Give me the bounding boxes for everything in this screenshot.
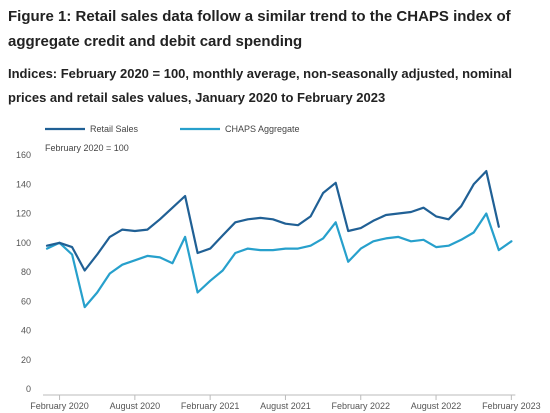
- y-tick-label: 140: [16, 179, 31, 189]
- legend-label-1: CHAPS Aggregate: [225, 124, 300, 134]
- baseline-note: February 2020 = 100: [45, 143, 129, 153]
- y-tick-label: 0: [26, 384, 31, 394]
- x-tick-label: February 2023: [482, 401, 541, 411]
- y-tick-label: 60: [21, 296, 31, 306]
- chart-legend: Retail Sales CHAPS Aggregate: [45, 124, 300, 134]
- y-tick-label: 40: [21, 326, 31, 336]
- x-tick-label: February 2021: [181, 401, 240, 411]
- legend-label-0: Retail Sales: [90, 124, 139, 134]
- x-tick-label: August 2021: [260, 401, 311, 411]
- y-tick-label: 160: [16, 150, 31, 160]
- y-tick-label: 100: [16, 238, 31, 248]
- x-axis: February 2020 August 2020 February 2021 Aug…: [30, 394, 541, 411]
- x-tick-label: February 2020: [30, 401, 89, 411]
- x-tick-label: August 2020: [110, 401, 161, 411]
- chart-subtitle: Indices: February 2020 = 100, monthly av…: [8, 66, 512, 105]
- y-tick-label: 20: [21, 355, 31, 365]
- series-line-1: [45, 212, 513, 309]
- y-axis: 0 20 40 60 80 100 120 140 160: [16, 150, 31, 394]
- series-layer: [45, 170, 513, 309]
- series-line-0: [45, 170, 500, 272]
- x-tick-label: February 2022: [331, 401, 390, 411]
- y-tick-label: 80: [21, 267, 31, 277]
- x-tick-label: August 2022: [411, 401, 462, 411]
- chart-title: Figure 1: Retail sales data follow a sim…: [8, 8, 511, 50]
- y-tick-label: 120: [16, 209, 31, 219]
